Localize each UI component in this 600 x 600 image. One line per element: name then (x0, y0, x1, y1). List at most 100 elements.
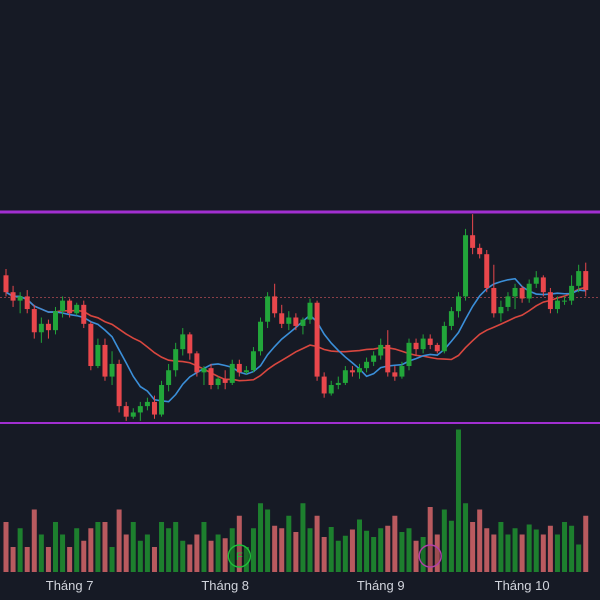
volume-bar (250, 528, 256, 572)
volume-bar (279, 528, 285, 572)
volume-bar (321, 537, 327, 572)
candle (463, 228, 469, 301)
candle (554, 296, 560, 314)
volume-bar (123, 534, 129, 572)
volume-bar (201, 522, 207, 572)
volume-bar (569, 525, 575, 572)
volume-bar (109, 547, 115, 572)
event-marker[interactable] (418, 544, 442, 568)
volume-bar (342, 535, 348, 572)
candle-body (31, 309, 37, 333)
candle (88, 321, 94, 371)
candle (130, 408, 136, 419)
candle-body (576, 271, 582, 286)
candle-body (166, 370, 172, 386)
candle (349, 366, 355, 377)
volume-bar (116, 509, 122, 572)
candle-body (533, 277, 539, 284)
candles (3, 214, 589, 421)
candle (378, 338, 384, 360)
candle-body (109, 363, 115, 377)
candle-body (491, 287, 497, 314)
volume-bar (166, 528, 172, 572)
volume-bar (463, 503, 469, 572)
candle-body (583, 271, 589, 291)
candle (357, 363, 362, 379)
volume-bar (413, 540, 419, 572)
candle-body (463, 235, 469, 297)
volume-bar (441, 509, 447, 572)
candle (505, 292, 511, 312)
candle-body (159, 385, 165, 415)
x-axis: Tháng 7 Tháng 8 Tháng 9 Tháng 10 (46, 578, 550, 593)
volume-bar (357, 519, 362, 572)
volume-bar (67, 547, 73, 572)
candle (371, 351, 377, 367)
candle-body (187, 334, 193, 354)
candle (236, 359, 242, 377)
candle (194, 351, 200, 377)
volume-bar (159, 522, 165, 572)
candle-body (222, 378, 228, 383)
candle (95, 338, 101, 369)
candle (448, 306, 454, 331)
candle-body (378, 344, 384, 356)
candle-body (547, 292, 553, 310)
volume-bar (60, 534, 66, 572)
candle-body (484, 254, 490, 288)
x-tick-label: Tháng 7 (46, 578, 94, 593)
candle (166, 363, 172, 392)
candle (307, 298, 313, 324)
volume-bar (17, 528, 23, 572)
candle (123, 401, 129, 421)
candle (187, 332, 193, 360)
candle (519, 285, 525, 303)
event-markers: F (227, 544, 442, 568)
volume-bar (434, 534, 440, 572)
volume-bar (505, 534, 511, 572)
candle-body (448, 311, 454, 326)
volume-bar (455, 429, 461, 572)
candle (81, 300, 87, 329)
candle (258, 317, 264, 356)
x-tick-label: Tháng 10 (495, 578, 550, 593)
volume-bar (10, 547, 16, 572)
event-marker[interactable]: F (227, 544, 252, 568)
candle-body (17, 296, 23, 301)
volume-bar (272, 525, 278, 572)
candle (52, 306, 58, 335)
candle (491, 264, 497, 318)
candle-body (420, 338, 426, 350)
candle-body (498, 306, 504, 314)
candle (364, 357, 370, 373)
candle (413, 338, 419, 356)
volume-bar (491, 534, 497, 572)
candle (399, 361, 405, 379)
candle-body (307, 302, 313, 320)
candle-body (236, 363, 242, 373)
candle (116, 359, 122, 413)
volume-bar (74, 528, 80, 572)
event-marker-circle[interactable] (227, 544, 252, 568)
event-marker-circle[interactable] (418, 544, 442, 568)
candle-body (201, 368, 207, 373)
volume-bar (519, 534, 525, 572)
candle (173, 342, 179, 377)
candle-body (137, 406, 143, 413)
candle (222, 370, 228, 390)
volume-bar (554, 534, 560, 572)
candle-body (505, 296, 511, 307)
volume-bar (307, 528, 313, 572)
candle (102, 338, 108, 381)
candle-body (427, 338, 433, 345)
volume-bar (420, 537, 426, 572)
candle (151, 395, 157, 419)
volume-bar (137, 540, 143, 572)
candle-body (321, 376, 327, 394)
candle-body (470, 235, 476, 248)
volume-bar (215, 534, 221, 572)
volume-bar (385, 525, 391, 572)
volume-bar (229, 528, 235, 572)
